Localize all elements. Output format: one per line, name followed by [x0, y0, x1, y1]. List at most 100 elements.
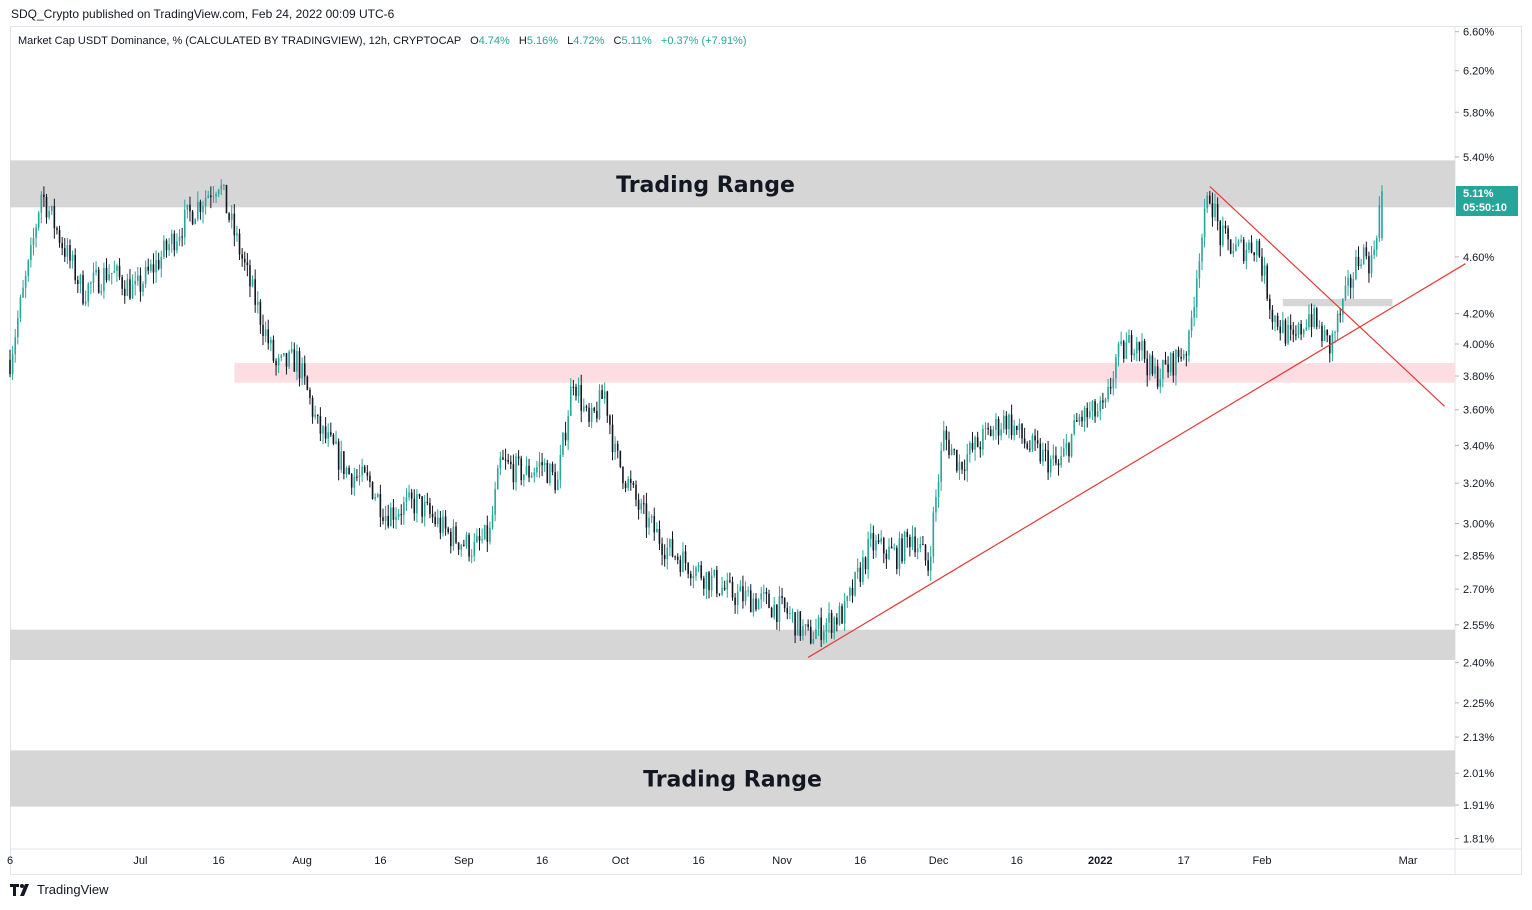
candle-body-110: [296, 351, 298, 372]
candle-body-524: [1375, 238, 1378, 250]
candle-body-99: [267, 329, 270, 344]
candle-body-242: [640, 503, 643, 510]
candle-body-253: [669, 539, 671, 548]
zone-label-2: Trading Range: [643, 768, 822, 793]
candle-body-302: [796, 611, 799, 636]
candle-body-293: [773, 604, 776, 618]
candle-body-207: [549, 464, 551, 484]
candle-body-29: [84, 301, 87, 304]
legend-open-label: O: [470, 35, 479, 47]
candle-body-313: [825, 622, 828, 632]
candle-body-22: [66, 245, 69, 257]
candle-body-174: [463, 544, 465, 546]
candle-body-39: [110, 272, 113, 275]
candle-body-239: [632, 483, 635, 485]
candle-body-200: [530, 475, 533, 478]
candle-body-88: [238, 233, 241, 255]
y-tick-label-2: 5.80%: [1463, 107, 1494, 119]
candle-body-25: [74, 254, 77, 281]
candle-body-206: [546, 463, 549, 484]
x-tick-label-16: Mar: [1399, 855, 1418, 867]
candle-body-146: [390, 507, 392, 527]
candle-body-34: [97, 269, 100, 293]
footer-brand-label: TradingView: [37, 882, 109, 897]
candle-body-282: [744, 590, 747, 602]
candle-body-51: [142, 283, 144, 292]
candle-body-163: [434, 517, 436, 525]
candle-body-263: [695, 567, 697, 577]
footer-brand[interactable]: TradingView: [10, 882, 109, 897]
candle-body-440: [1156, 366, 1159, 387]
candle-body-425: [1117, 344, 1120, 358]
candle-body-69: [189, 204, 191, 212]
candle-body-408: [1073, 420, 1075, 434]
candle-body-213: [564, 432, 567, 441]
candle-body-391: [1029, 448, 1031, 450]
candle-body-233: [616, 443, 619, 451]
candle-body-421: [1107, 386, 1109, 400]
candle-body-76: [207, 195, 210, 198]
candle-body-514: [1349, 277, 1352, 288]
candle-body-310: [817, 617, 820, 630]
candle-body-385: [1013, 425, 1015, 436]
candle-body-434: [1141, 341, 1143, 351]
candle-body-278: [734, 597, 736, 605]
candle-body-123: [330, 432, 332, 435]
candle-body-238: [629, 478, 632, 484]
candle-body-357: [940, 450, 942, 482]
candle-body-275: [726, 580, 729, 590]
candle-body-404: [1062, 447, 1065, 457]
candle-body-406: [1068, 443, 1070, 457]
candle-body-11: [37, 212, 40, 228]
candle-body-336: [885, 553, 888, 560]
candle-body-188: [499, 457, 502, 469]
candle-body-452: [1188, 330, 1190, 356]
candle-body-50: [139, 275, 142, 292]
candle-body-519: [1362, 247, 1365, 265]
candle-body-455: [1195, 278, 1198, 308]
candle-body-393: [1034, 435, 1036, 441]
candle-body-171: [455, 526, 457, 543]
candle-body-454: [1193, 307, 1195, 318]
candle-body-419: [1102, 400, 1104, 403]
candle-body-347: [914, 536, 916, 553]
candle-body-400: [1052, 455, 1055, 460]
tradingview-logo-icon: [10, 883, 29, 896]
candle-body-255: [674, 556, 676, 558]
candle-body-81: [220, 185, 223, 190]
candle-body-5: [22, 287, 24, 298]
candle-body-75: [204, 197, 207, 206]
candle-body-7: [27, 260, 30, 276]
candle-body-205: [543, 463, 546, 466]
candle-body-107: [288, 351, 290, 367]
candle-body-64: [176, 241, 178, 251]
candle-body-480: [1261, 256, 1263, 276]
candle-body-3: [17, 317, 19, 338]
candle-body-72: [196, 201, 199, 220]
candle-body-133: [356, 476, 358, 478]
candle-body-388: [1021, 423, 1023, 439]
candle-body-493: [1295, 334, 1297, 336]
candle-body-475: [1248, 242, 1250, 250]
candle-body-468: [1229, 239, 1232, 254]
candle-body-54: [150, 264, 152, 271]
y-tick-label-5: 4.20%: [1463, 309, 1494, 321]
candle-body-136: [363, 466, 366, 473]
candle-body-100: [270, 339, 272, 344]
y-tick-label-15: 2.40%: [1463, 658, 1494, 670]
candle-body-68: [186, 204, 189, 210]
candle-body-197: [523, 474, 525, 481]
y-tick-label-4: 4.60%: [1463, 252, 1494, 264]
candle-body-63: [173, 233, 176, 251]
chart-frame[interactable]: [10, 26, 1522, 875]
y-tick-label-6: 4.00%: [1463, 339, 1494, 351]
candle-body-491: [1289, 325, 1292, 330]
candle-body-170: [452, 526, 455, 547]
candle-body-201: [533, 472, 536, 476]
candle-body-399: [1049, 459, 1052, 473]
candle-body-96: [259, 301, 262, 325]
candle-body-116: [311, 397, 314, 417]
legend-high-label: H: [518, 35, 527, 47]
candle-body-12: [40, 194, 43, 213]
